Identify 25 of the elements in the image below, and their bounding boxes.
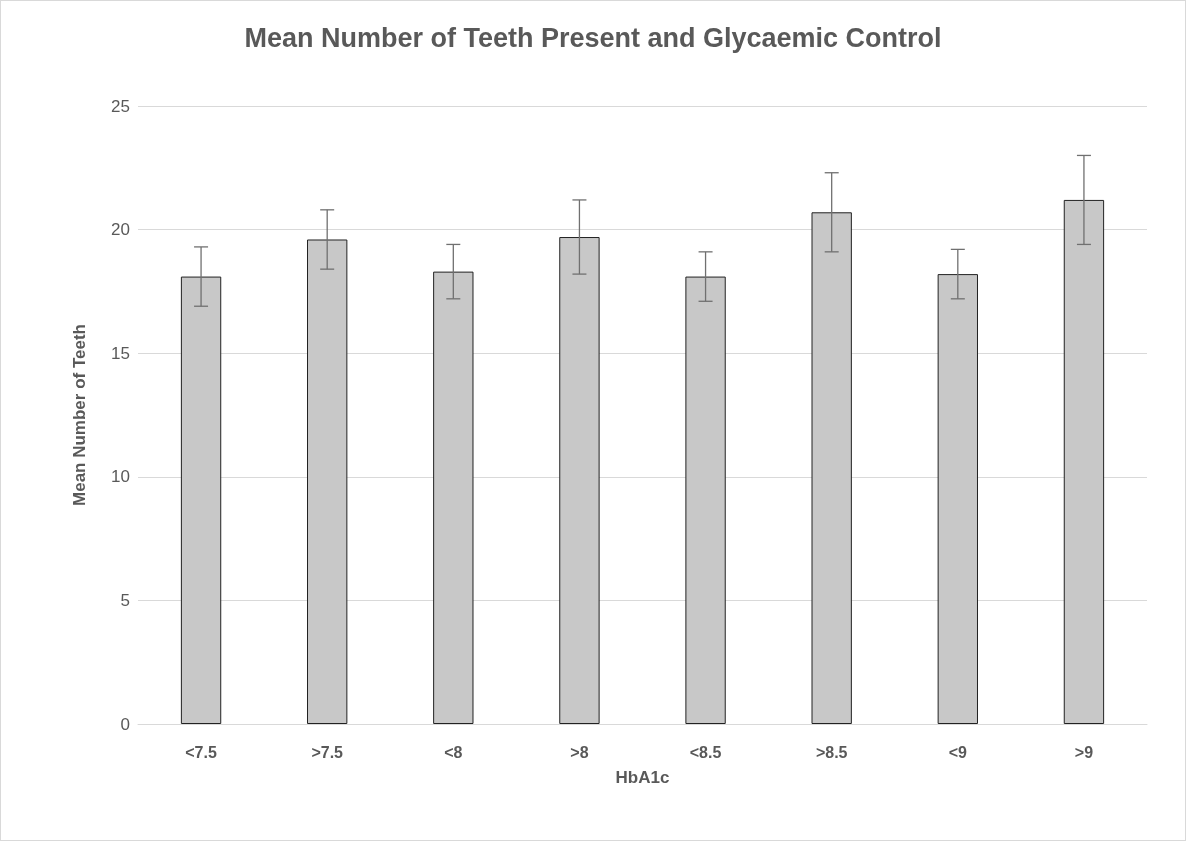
bar: [1063, 199, 1105, 724]
y-axis-title: Mean Number of Teeth: [70, 324, 89, 506]
chart-title: Mean Number of Teeth Present and Glycaemic Control: [244, 22, 942, 53]
y-tick-label: 10: [111, 467, 130, 487]
x-tick-label: <9: [948, 743, 968, 761]
y-tick-label: 5: [120, 590, 130, 610]
x-tick-label: >9: [1074, 743, 1094, 761]
bar: [307, 239, 348, 724]
bar: [685, 276, 726, 724]
y-tick-label: 15: [111, 343, 130, 363]
y-tick-label: 0: [120, 714, 130, 734]
x-tick-label: <8.5: [689, 743, 722, 761]
bar: [811, 212, 852, 724]
x-axis-title: HbA1c: [615, 768, 670, 787]
bar: [559, 237, 600, 724]
y-tick-label: 25: [111, 96, 130, 116]
x-tick-label: <7.5: [185, 743, 217, 761]
bar: [433, 271, 474, 724]
x-tick-label: >7.5: [311, 743, 344, 761]
bar: [937, 274, 978, 724]
x-tick-label: >8.5: [815, 743, 848, 761]
x-tick-label: >8: [570, 743, 589, 761]
bar: [180, 276, 222, 724]
y-tick-label: 20: [111, 220, 130, 240]
x-tick-label: <8: [444, 743, 463, 761]
